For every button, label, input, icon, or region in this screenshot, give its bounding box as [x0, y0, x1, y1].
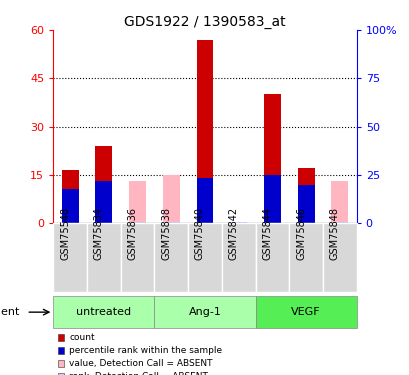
Text: rank, Detection Call = ABSENT: rank, Detection Call = ABSENT — [69, 372, 208, 375]
Bar — [289, 223, 322, 292]
Bar — [330, 222, 347, 223]
Bar — [297, 168, 314, 223]
Bar — [95, 182, 112, 223]
Bar — [129, 182, 146, 223]
Bar — [53, 223, 87, 292]
Bar — [297, 184, 314, 223]
Text: GSM75846: GSM75846 — [295, 207, 306, 260]
Text: GSM75842: GSM75842 — [228, 207, 238, 260]
Bar — [330, 182, 347, 223]
Bar — [62, 170, 79, 223]
Text: value, Detection Call = ABSENT: value, Detection Call = ABSENT — [69, 359, 212, 368]
Bar — [322, 223, 356, 292]
Bar — [263, 94, 280, 223]
Text: count: count — [69, 333, 95, 342]
Bar — [255, 223, 289, 292]
Bar — [162, 175, 179, 223]
Bar — [188, 223, 221, 292]
Text: GSM75834: GSM75834 — [94, 207, 103, 260]
Bar — [196, 40, 213, 223]
Bar — [162, 222, 179, 223]
Text: untreated: untreated — [76, 307, 131, 317]
Bar — [62, 189, 79, 223]
Bar — [196, 178, 213, 223]
Text: GSM75844: GSM75844 — [262, 207, 272, 260]
Bar — [120, 223, 154, 292]
Text: GSM75838: GSM75838 — [161, 207, 171, 260]
Bar — [221, 223, 255, 292]
Bar — [154, 223, 188, 292]
Text: GSM75548: GSM75548 — [60, 207, 70, 260]
Bar — [95, 146, 112, 223]
Text: GSM75836: GSM75836 — [127, 207, 137, 260]
Text: GSM75840: GSM75840 — [195, 207, 204, 260]
Text: VEGF: VEGF — [291, 307, 320, 317]
Bar — [53, 296, 154, 328]
Bar — [154, 296, 255, 328]
Bar — [230, 222, 247, 223]
Bar — [58, 374, 64, 375]
Text: agent: agent — [0, 307, 20, 317]
Bar — [58, 347, 64, 354]
Text: percentile rank within the sample: percentile rank within the sample — [69, 346, 222, 355]
Bar — [58, 360, 64, 367]
Title: GDS1922 / 1390583_at: GDS1922 / 1390583_at — [124, 15, 285, 29]
Bar — [58, 334, 64, 341]
Bar — [255, 296, 356, 328]
Bar — [263, 175, 280, 223]
Bar — [87, 223, 120, 292]
Text: GSM75848: GSM75848 — [329, 207, 339, 260]
Text: Ang-1: Ang-1 — [188, 307, 221, 317]
Bar — [129, 222, 146, 223]
